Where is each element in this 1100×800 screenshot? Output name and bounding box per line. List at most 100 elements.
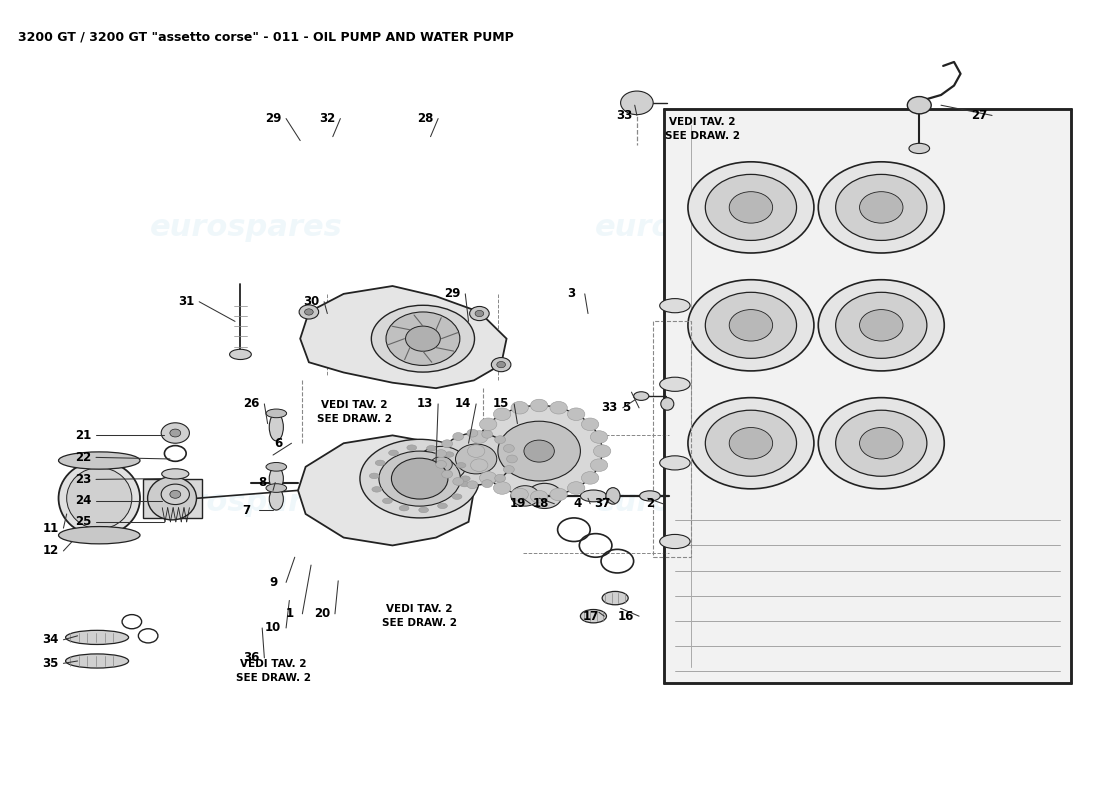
Text: 29: 29 [265, 112, 282, 125]
Ellipse shape [606, 488, 620, 504]
Circle shape [729, 192, 772, 223]
Circle shape [582, 418, 598, 430]
Circle shape [468, 445, 485, 458]
Circle shape [530, 399, 548, 412]
Text: 15: 15 [493, 398, 509, 410]
Ellipse shape [270, 467, 284, 490]
Circle shape [818, 162, 944, 253]
Circle shape [455, 444, 497, 474]
Circle shape [453, 478, 464, 486]
Ellipse shape [67, 468, 132, 529]
Circle shape [524, 440, 554, 462]
Text: 33: 33 [616, 109, 632, 122]
Circle shape [568, 408, 585, 421]
Text: 32: 32 [319, 112, 336, 125]
Ellipse shape [661, 398, 674, 410]
Circle shape [582, 472, 598, 484]
Circle shape [162, 422, 189, 443]
Text: 12: 12 [42, 545, 58, 558]
Circle shape [512, 402, 528, 414]
Bar [664, 109, 1071, 683]
Text: 14: 14 [455, 398, 471, 410]
Ellipse shape [370, 473, 379, 478]
Ellipse shape [266, 484, 287, 492]
Ellipse shape [147, 477, 197, 520]
Text: 31: 31 [178, 295, 195, 308]
Text: 34: 34 [42, 634, 58, 646]
Circle shape [859, 192, 903, 223]
Circle shape [386, 312, 460, 366]
Ellipse shape [634, 392, 649, 400]
Text: 18: 18 [534, 498, 550, 510]
Text: VEDI TAV. 2
SEE DRAW. 2: VEDI TAV. 2 SEE DRAW. 2 [235, 659, 310, 683]
Circle shape [836, 410, 927, 476]
Circle shape [591, 430, 607, 443]
Text: 30: 30 [302, 295, 319, 308]
Circle shape [436, 461, 447, 468]
Ellipse shape [660, 298, 690, 313]
Circle shape [494, 408, 510, 421]
Circle shape [498, 422, 581, 481]
Circle shape [442, 440, 452, 448]
Circle shape [729, 427, 772, 459]
Ellipse shape [270, 488, 284, 510]
Circle shape [836, 292, 927, 358]
Circle shape [836, 174, 927, 241]
Circle shape [480, 472, 497, 484]
Circle shape [568, 482, 585, 494]
Text: 19: 19 [509, 498, 526, 510]
Circle shape [468, 430, 477, 437]
Text: 20: 20 [314, 607, 330, 620]
Ellipse shape [266, 409, 287, 418]
Text: VEDI TAV. 2
SEE DRAW. 2: VEDI TAV. 2 SEE DRAW. 2 [664, 117, 739, 141]
Circle shape [859, 427, 903, 459]
Circle shape [492, 358, 510, 372]
Ellipse shape [66, 654, 129, 668]
Ellipse shape [372, 486, 382, 492]
Circle shape [705, 174, 796, 241]
Text: 25: 25 [75, 515, 91, 528]
Circle shape [527, 483, 562, 509]
Ellipse shape [460, 482, 470, 487]
Text: 3200 GT / 3200 GT "assetto corse" - 011 - OIL PUMP AND WATER PUMP: 3200 GT / 3200 GT "assetto corse" - 011 … [18, 30, 514, 43]
Circle shape [480, 418, 497, 430]
Circle shape [494, 482, 510, 494]
Ellipse shape [581, 610, 606, 623]
Text: 10: 10 [265, 622, 282, 634]
Text: 4: 4 [573, 498, 581, 510]
Text: 29: 29 [444, 287, 461, 300]
Circle shape [705, 292, 796, 358]
Circle shape [406, 326, 440, 351]
Ellipse shape [378, 451, 461, 506]
Text: 7: 7 [242, 503, 250, 517]
Text: eurospares: eurospares [595, 213, 788, 242]
Ellipse shape [602, 591, 628, 605]
Circle shape [299, 305, 319, 319]
Circle shape [620, 91, 653, 114]
Ellipse shape [230, 350, 251, 359]
Circle shape [818, 398, 944, 489]
Polygon shape [300, 286, 507, 388]
Circle shape [497, 362, 506, 368]
Ellipse shape [383, 498, 393, 503]
Text: 23: 23 [75, 473, 91, 486]
Text: 1: 1 [285, 607, 294, 620]
Circle shape [305, 309, 314, 315]
Circle shape [169, 429, 180, 437]
Ellipse shape [639, 490, 660, 501]
Circle shape [550, 488, 568, 501]
Circle shape [471, 430, 488, 443]
Ellipse shape [162, 469, 189, 479]
Text: 26: 26 [243, 398, 260, 410]
Ellipse shape [399, 506, 409, 511]
Circle shape [495, 474, 506, 482]
Ellipse shape [419, 507, 429, 513]
Text: 13: 13 [417, 398, 433, 410]
Ellipse shape [388, 450, 398, 456]
Ellipse shape [427, 446, 437, 451]
Text: 24: 24 [75, 494, 91, 507]
Circle shape [169, 490, 180, 498]
Ellipse shape [438, 503, 448, 509]
Ellipse shape [461, 476, 470, 482]
Circle shape [453, 433, 464, 441]
